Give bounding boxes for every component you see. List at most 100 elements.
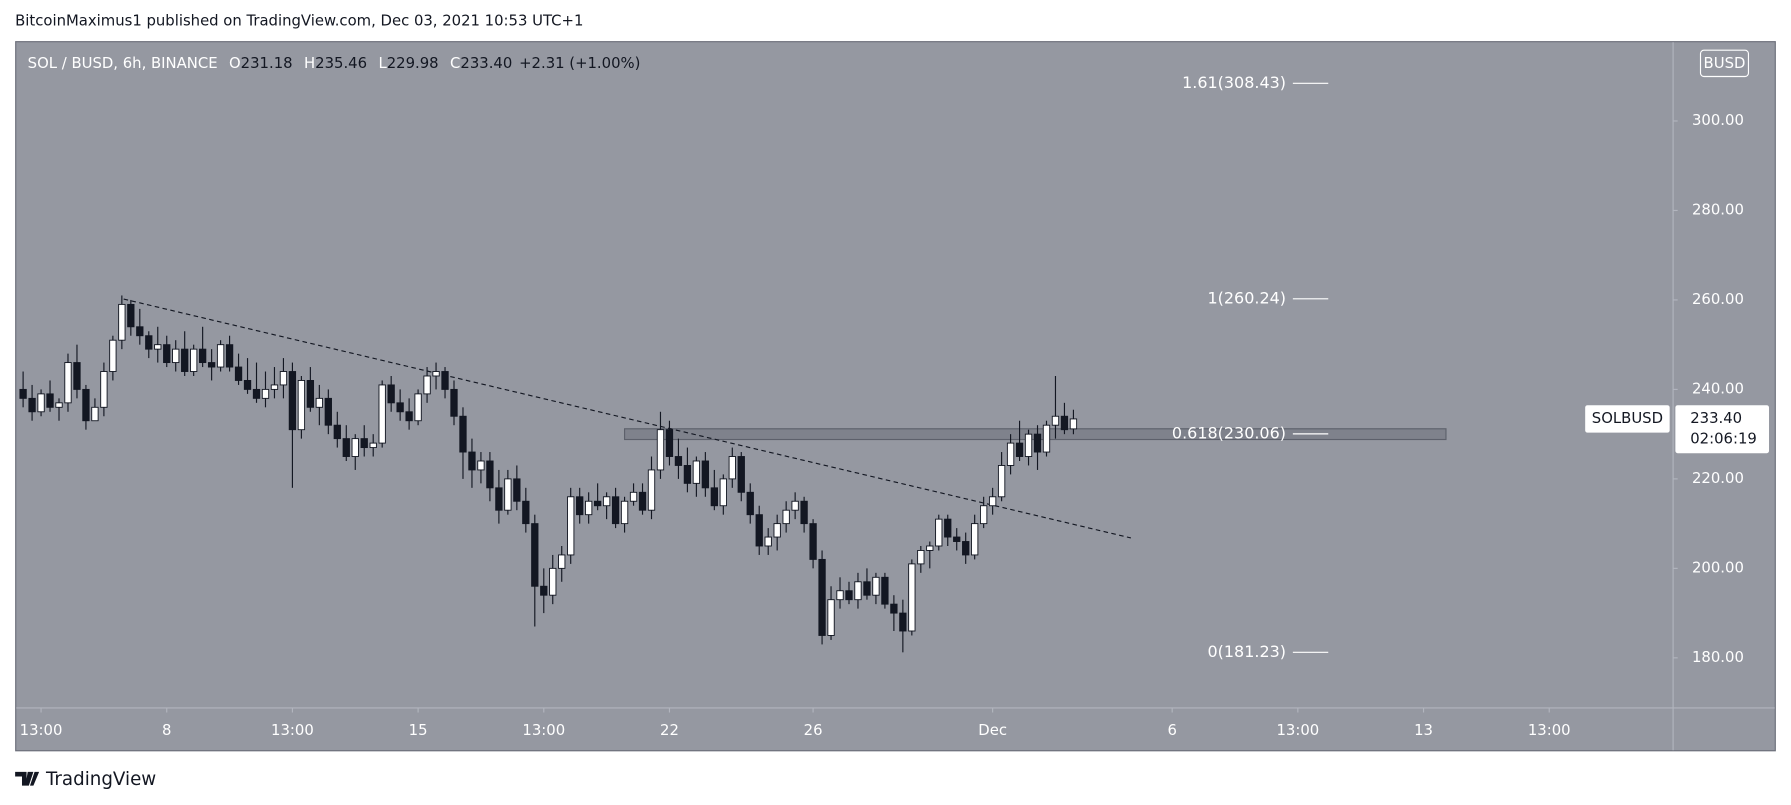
candle-body [172, 348, 180, 364]
candle-body [369, 442, 377, 449]
fib-level-label: 1.61(308.43) [1182, 73, 1286, 92]
legend-value: 231.18 [241, 55, 293, 72]
candle-body [549, 567, 557, 596]
candle-body [342, 438, 350, 457]
candle-body [836, 590, 844, 601]
candle-body [872, 576, 880, 596]
candle-body [881, 576, 889, 605]
candle-body [154, 344, 162, 350]
candle-body [477, 460, 485, 471]
candle-body [1006, 442, 1015, 466]
candle-body [899, 612, 907, 632]
y-tick-label: 240.00 [1692, 380, 1744, 397]
y-tick-label: 260.00 [1692, 291, 1744, 308]
logo-text: TradingView [45, 769, 156, 790]
candle-body [773, 523, 781, 538]
candle-body [306, 380, 315, 408]
chart-frame [15, 41, 1776, 752]
candle-body [728, 456, 736, 480]
candle-body [585, 500, 593, 516]
x-tick-label: 13:00 [1528, 722, 1571, 739]
candle-body [243, 380, 252, 390]
candle-body [279, 371, 288, 386]
candle-body [145, 335, 153, 350]
candle-body [611, 496, 620, 525]
candle-body [827, 599, 835, 636]
candle-body [100, 371, 108, 408]
ohlc-legend: SOL / BUSD, 6h, BINANCE O231.18 H235.46 L22… [28, 55, 641, 72]
candle-body [620, 500, 629, 525]
x-tick-label: 15 [409, 722, 428, 739]
candle-body [962, 541, 970, 556]
candle-body [468, 451, 476, 471]
candle-body [890, 603, 898, 614]
legend-key: L [378, 55, 387, 72]
candle-body [19, 388, 27, 399]
price-tag-symbol: SOLBUSD [1592, 410, 1663, 427]
candle-body [1015, 442, 1024, 457]
candle-body [1033, 433, 1042, 453]
candle-body [809, 523, 817, 560]
candle-body [396, 402, 404, 413]
x-tick-label: 22 [660, 722, 679, 739]
candle-body [441, 371, 449, 390]
x-tick-label: 13:00 [271, 722, 314, 739]
candle-body [432, 371, 440, 377]
x-tick-label: 13 [1414, 722, 1433, 739]
candle-body [540, 585, 548, 596]
y-tick-label: 200.00 [1692, 559, 1744, 576]
x-tick-label: 13:00 [20, 722, 63, 739]
candle-body [818, 558, 826, 636]
candle-body [163, 344, 171, 364]
legend-symbol: SOL / BUSD, 6h, BINANCE [28, 55, 218, 72]
candle-body [513, 478, 521, 502]
tradingview-logo: TradingView [15, 769, 156, 790]
x-tick-label: 6 [1167, 722, 1176, 739]
candle-body [405, 411, 413, 422]
candle-body [414, 393, 422, 422]
legend-value: 235.46 [315, 55, 367, 72]
currency-button [1699, 49, 1750, 78]
candle-body [351, 438, 359, 457]
candle-body [576, 496, 584, 516]
candle-body [558, 554, 566, 569]
candle-body [450, 388, 458, 417]
candle-body [647, 469, 656, 511]
candle-body [127, 303, 135, 328]
candle-body [1042, 424, 1051, 453]
candle-body [1060, 415, 1069, 431]
candle-body [91, 406, 99, 422]
candle-body [423, 375, 431, 395]
fib-level-label: 0(181.23) [1208, 642, 1287, 661]
x-tick-label: 13:00 [1276, 722, 1319, 739]
candle-body [953, 536, 961, 542]
legend-change: +2.31 (+1.00%) [519, 55, 640, 72]
candle-body [315, 397, 324, 408]
candle-body [908, 563, 916, 632]
legend-key: H [304, 55, 315, 72]
candle-body [234, 366, 243, 381]
candle-body [252, 388, 261, 399]
candle-body [656, 429, 665, 471]
candle-body [863, 581, 871, 596]
candle-body [261, 388, 270, 399]
candle-body [1051, 415, 1060, 426]
candle-body [360, 438, 368, 449]
candle-body [602, 496, 611, 507]
candle-body [935, 518, 943, 547]
candle-body [567, 496, 575, 556]
candle-body [1069, 418, 1078, 430]
candle-body [378, 384, 386, 444]
price-tag-symbol-box [1585, 405, 1670, 433]
x-tick-label: 26 [804, 722, 823, 739]
legend-key: C [450, 55, 460, 72]
candle-body [55, 402, 63, 408]
y-tick-label: 280.00 [1692, 201, 1744, 218]
candle-body [665, 429, 674, 457]
candle-body [979, 505, 988, 525]
candle-body [988, 496, 997, 507]
candle-body [495, 487, 503, 511]
candle-body [638, 491, 647, 511]
candle-body [746, 491, 754, 516]
